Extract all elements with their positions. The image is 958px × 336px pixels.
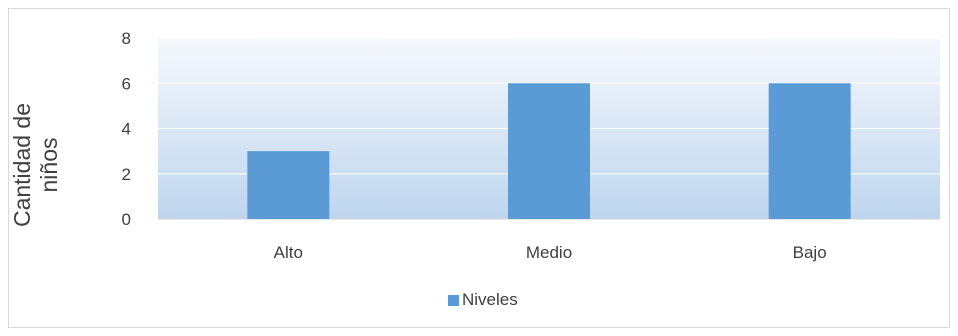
y-axis-label: Cantidad de niños — [9, 103, 63, 227]
x-tick-label: Bajo — [793, 243, 827, 262]
bar-alto — [247, 151, 330, 219]
y-tick-label: 6 — [122, 74, 131, 93]
y-axis-label-line-2: niños — [36, 137, 62, 193]
x-tick-label: Medio — [526, 243, 572, 262]
y-tick-label: 0 — [122, 210, 131, 229]
y-tick-label: 4 — [122, 120, 131, 139]
x-tick-label: Alto — [274, 243, 303, 262]
legend-label: Niveles — [462, 290, 518, 309]
bar-medio — [508, 83, 590, 219]
bar-bajo — [768, 83, 851, 219]
y-tick-label: 8 — [122, 29, 131, 48]
y-tick-label: 2 — [122, 165, 131, 184]
y-axis-label-line-1: Cantidad de — [9, 102, 35, 228]
legend-swatch — [448, 294, 459, 306]
legend: Niveles — [448, 290, 518, 310]
